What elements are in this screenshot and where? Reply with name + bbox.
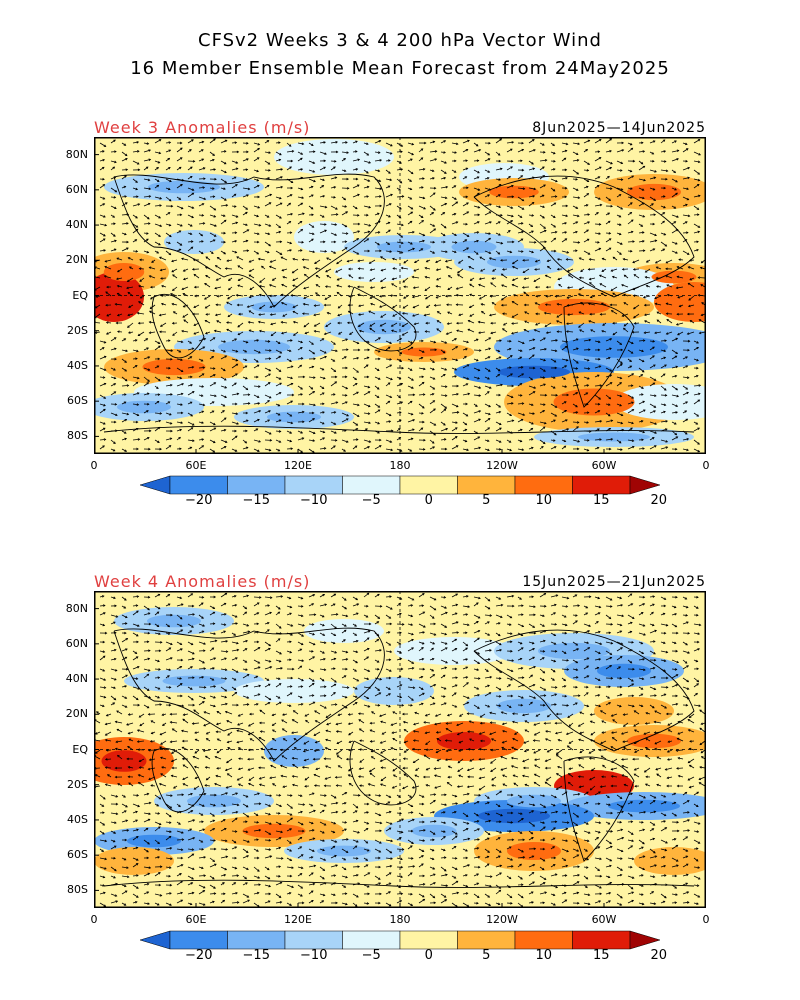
lon-tick-label: 60E (185, 459, 207, 472)
chart-title: CFSv2 Weeks 3 & 4 200 hPa Vector Wind (198, 30, 602, 51)
panel2-colorbar (140, 930, 660, 950)
colorbar-tick-label: −20 (185, 493, 213, 508)
lat-tick-label: 60S (67, 394, 88, 408)
colorbar-tick-label: −20 (185, 948, 213, 963)
colorbar-tick-label: 20 (650, 948, 668, 963)
colorbar-tick-label: −15 (242, 493, 270, 508)
lon-tick-label: 180 (389, 913, 411, 926)
week3-anomaly-map (94, 137, 706, 454)
lat-tick-label: 80N (65, 147, 88, 161)
lon-tick-label: 180 (389, 459, 411, 472)
colorbar-tick-label: 0 (424, 493, 433, 508)
lat-tick-label: 20N (65, 253, 88, 267)
lat-tick-label: 40N (65, 672, 88, 686)
lon-tick-label: 0 (90, 459, 98, 472)
lat-tick-label: 40S (67, 812, 88, 826)
lat-tick-label: 80S (67, 429, 88, 443)
lon-tick-label: 60W (591, 459, 617, 472)
lon-tick-label: 120E (284, 459, 312, 472)
lon-tick-label: 120E (284, 913, 312, 926)
chart-subtitle: 16 Member Ensemble Mean Forecast from 24… (130, 58, 670, 79)
lat-tick-label: 20S (67, 777, 88, 791)
lat-tick-label: EQ (72, 288, 88, 302)
lon-tick-label: 120W (486, 459, 518, 472)
colorbar-tick-label: −10 (300, 493, 328, 508)
colorbar-tick-label: 15 (592, 948, 610, 963)
colorbar-tick-label: −15 (242, 948, 270, 963)
lat-tick-label: 80S (67, 883, 88, 897)
lon-tick-label: 60W (591, 913, 617, 926)
colorbar-tick-label: 10 (535, 948, 553, 963)
panel2-label: Week 4 Anomalies (m/s) (94, 572, 311, 591)
lat-tick-label: 20S (67, 323, 88, 337)
colorbar-tick-label: 10 (535, 493, 553, 508)
lon-tick-label: 0 (702, 459, 710, 472)
lat-tick-label: 40S (67, 358, 88, 372)
lon-tick-label: 60E (185, 913, 207, 926)
week4-anomaly-map (94, 591, 706, 908)
lon-tick-label: 0 (90, 913, 98, 926)
panel1-dates: 8Jun2025—14Jun2025 (532, 120, 706, 136)
colorbar-tick-label: 5 (482, 948, 491, 963)
colorbar-tick-label: −5 (361, 948, 381, 963)
lat-tick-label: 40N (65, 218, 88, 232)
colorbar-tick-label: 5 (482, 493, 491, 508)
colorbar-tick-label: 15 (592, 493, 610, 508)
panel2-dates: 15Jun2025—21Jun2025 (522, 574, 706, 590)
colorbar-tick-label: −5 (361, 493, 381, 508)
lat-tick-label: 60N (65, 182, 88, 196)
lat-tick-label: 20N (65, 707, 88, 721)
lat-tick-label: 60N (65, 636, 88, 650)
lat-tick-label: 80N (65, 601, 88, 615)
colorbar-tick-label: −10 (300, 948, 328, 963)
panel1-colorbar (140, 475, 660, 495)
lat-tick-label: EQ (72, 742, 88, 756)
lat-tick-label: 60S (67, 848, 88, 862)
colorbar-tick-label: 20 (650, 493, 668, 508)
colorbar-tick-label: 0 (424, 948, 433, 963)
panel1-label: Week 3 Anomalies (m/s) (94, 118, 311, 137)
lon-tick-label: 0 (702, 913, 710, 926)
lon-tick-label: 120W (486, 913, 518, 926)
